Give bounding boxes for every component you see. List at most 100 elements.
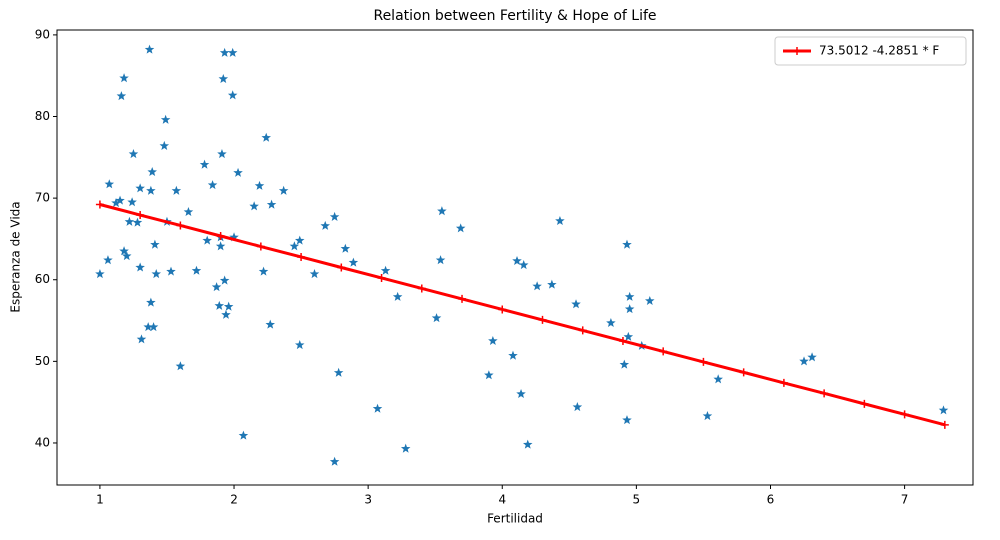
x-tick-label: 7 [901,493,909,507]
fit-line [99,203,946,427]
point [518,260,529,270]
point [289,241,300,251]
point [233,167,243,177]
point [516,389,526,399]
point [938,405,949,415]
point [606,318,616,328]
point [124,216,135,226]
point [713,374,723,384]
point [229,232,239,242]
point [624,304,635,314]
x-tick-label: 5 [633,493,641,507]
point [202,235,212,245]
point [278,185,289,195]
point [215,241,226,251]
point [111,198,121,208]
x-tick-label: 4 [498,493,506,507]
point [207,180,218,190]
point [645,295,655,305]
point [261,132,271,142]
point [217,149,227,159]
point [191,265,202,275]
point [309,269,320,279]
point [151,269,161,279]
point [512,255,522,266]
fit-marker [498,305,507,314]
fit-marker [820,389,829,398]
point [171,185,182,195]
point [183,207,194,217]
point [146,185,156,195]
point [238,430,249,440]
point [249,201,259,211]
y-tick-label: 50 [35,354,50,368]
y-axis-label: Esperanza de Vida [9,201,23,312]
point [227,47,238,57]
point [484,370,494,380]
y-tick-label: 80 [35,109,50,123]
fit-marker [900,410,909,419]
point [807,352,817,362]
fit-marker [699,357,708,366]
point [132,217,143,227]
fit-marker [377,273,386,282]
point [175,361,186,371]
x-axis-label: Fertilidad [487,512,543,526]
x-tick-label: 6 [767,493,775,507]
point [619,359,630,369]
point [455,223,466,233]
point [435,255,446,265]
fit-marker [739,368,748,377]
fit-marker [618,336,627,345]
point [219,275,230,285]
point [622,239,632,249]
point [571,299,581,309]
point [294,340,305,350]
point [258,266,269,276]
x-tick-label: 1 [96,493,104,507]
point [400,443,411,453]
point [437,206,447,216]
fit-marker [779,378,788,387]
point [166,266,176,276]
point [372,403,383,413]
point [95,269,105,279]
point [294,235,305,245]
fit-marker [578,326,587,335]
point [254,180,265,190]
y-tick-label: 70 [35,191,50,205]
x-tick-label: 3 [364,493,372,507]
point [121,251,132,261]
fit-marker [538,315,547,324]
point [624,291,635,301]
point [380,265,391,275]
point [159,140,170,150]
point [211,282,222,292]
x-tick-label: 2 [230,493,238,507]
point [265,319,275,329]
fit-marker [136,211,145,220]
fit-marker [337,263,346,272]
point [136,334,147,344]
fit-marker [940,420,949,429]
point [702,411,713,421]
fit-marker [417,284,426,293]
fit-marker [860,399,869,408]
legend-label: 73.5012 -4.2851 * F [819,44,939,58]
point [160,114,171,124]
point [199,159,210,169]
point [333,367,344,377]
point [219,47,230,57]
point [227,90,238,100]
point [127,197,137,207]
fit-marker [659,347,668,356]
fit-marker [256,242,265,251]
point [144,44,155,54]
point [799,356,809,366]
point [555,215,565,226]
point [147,167,157,177]
point [266,199,277,209]
point [547,279,557,289]
point [218,73,229,84]
